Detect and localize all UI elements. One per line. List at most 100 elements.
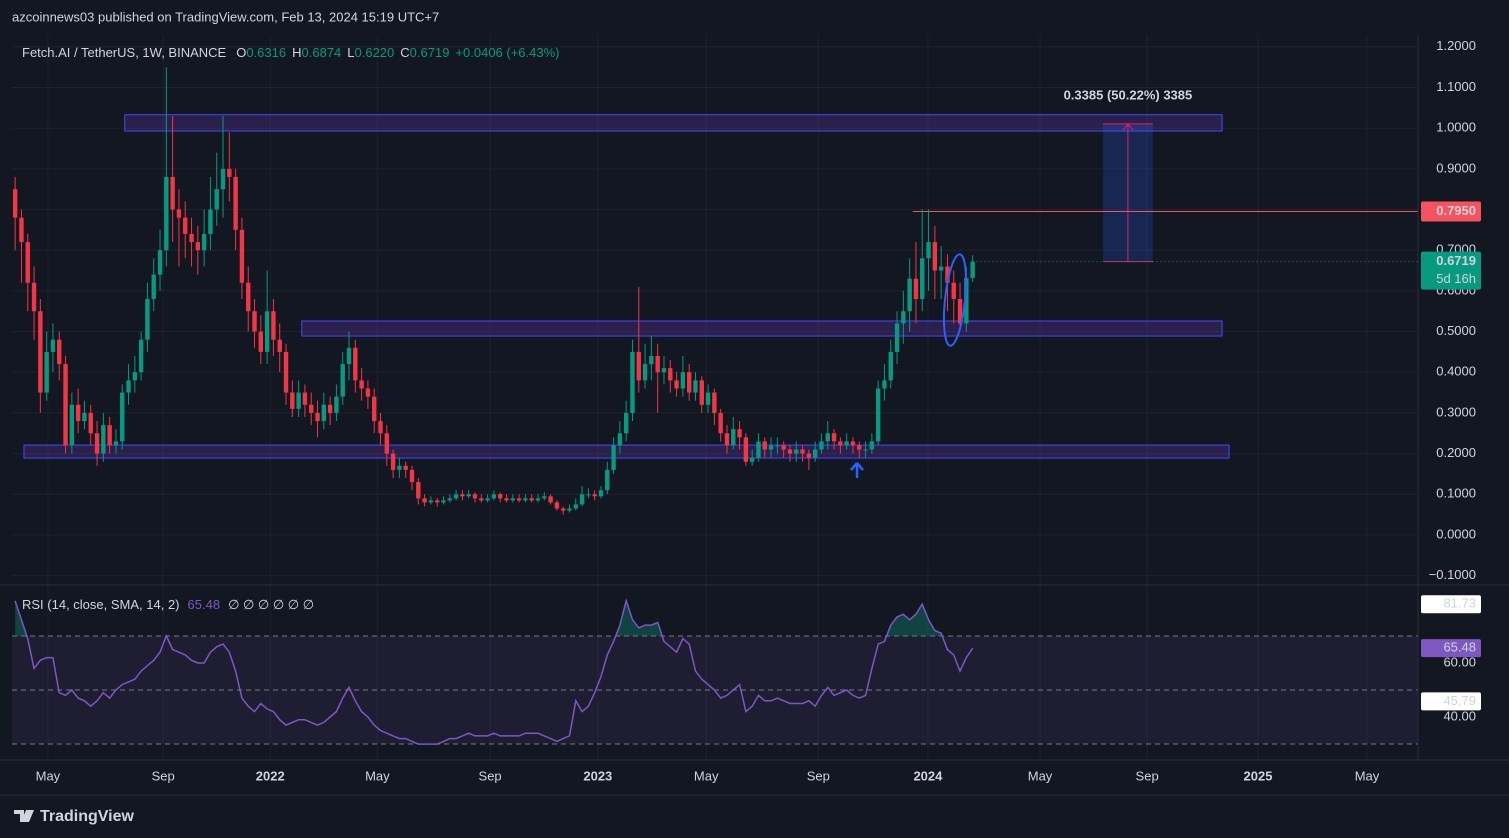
candle-body bbox=[737, 429, 742, 438]
candle-body bbox=[510, 498, 515, 501]
ohlc-value: 0.6719 bbox=[410, 45, 450, 60]
zone bbox=[301, 320, 1223, 337]
rsi-legend-extra: ∅ ∅ ∅ ∅ ∅ ∅ bbox=[228, 597, 314, 612]
rsi-marker-label: 81.73 bbox=[1443, 596, 1476, 611]
candle-body bbox=[668, 368, 673, 381]
x-tick-label: 2022 bbox=[256, 768, 285, 783]
candle-body bbox=[428, 500, 434, 503]
candle-body bbox=[157, 250, 163, 275]
y-tick-label: 0.1000 bbox=[1436, 486, 1476, 501]
candle-body bbox=[283, 351, 289, 393]
y-tick-label: 0.3000 bbox=[1436, 404, 1476, 419]
x-tick-label: 2025 bbox=[1244, 768, 1273, 783]
candle-body bbox=[453, 494, 459, 499]
candle-body bbox=[233, 176, 238, 230]
countdown: 5d 16h bbox=[1436, 271, 1476, 286]
candle-body bbox=[479, 498, 484, 501]
candle-body bbox=[227, 168, 232, 177]
candle-body bbox=[397, 465, 402, 470]
candle-body bbox=[290, 392, 295, 409]
x-tick-label: Sep bbox=[479, 768, 502, 783]
candle-body bbox=[964, 278, 969, 324]
candle-body bbox=[970, 261, 975, 279]
candle-body bbox=[504, 498, 509, 501]
publisher: azcoinnews03 published on TradingView.co… bbox=[12, 9, 439, 24]
candle-body bbox=[447, 498, 453, 501]
candle-body bbox=[302, 392, 308, 405]
candle-body bbox=[888, 351, 893, 381]
ohlc-key: C bbox=[400, 45, 409, 60]
rsi-marker-label: 45.79 bbox=[1443, 693, 1476, 708]
rsi-title: RSI (14, close, SMA, 14, 2) bbox=[22, 597, 180, 612]
candle-body bbox=[535, 498, 541, 501]
candle-body bbox=[82, 412, 87, 422]
candle-body bbox=[894, 323, 900, 352]
candle-body bbox=[277, 339, 282, 352]
candle-body bbox=[516, 498, 522, 501]
candle-body bbox=[195, 242, 201, 251]
rsi-last-bg bbox=[1421, 639, 1481, 658]
candle-body bbox=[932, 242, 938, 271]
candle-body bbox=[945, 266, 950, 283]
candle-body bbox=[63, 364, 68, 446]
candle-body bbox=[825, 433, 830, 442]
legend: Fetch.AI / TetherUS, 1W, BINANCE O0.6316 H… bbox=[22, 45, 560, 60]
candle-body bbox=[384, 433, 390, 454]
last-price-label-bg bbox=[1421, 251, 1481, 290]
candle-body bbox=[768, 445, 774, 450]
candle-body bbox=[617, 433, 623, 446]
candle-body bbox=[901, 311, 906, 324]
candle-body bbox=[850, 441, 856, 446]
candle-body bbox=[138, 339, 144, 373]
annotation-ellipse bbox=[942, 253, 968, 347]
candle-body bbox=[920, 258, 925, 300]
rsi-pane bbox=[12, 598, 1418, 745]
candle-body bbox=[838, 441, 843, 446]
candle-body bbox=[101, 425, 106, 454]
candle-body bbox=[605, 469, 610, 491]
zone bbox=[124, 114, 1223, 132]
candle-body bbox=[31, 282, 37, 312]
x-tick-label: Sep bbox=[807, 768, 830, 783]
candle-body bbox=[271, 311, 276, 340]
ohlc-value: 0.6874 bbox=[302, 45, 342, 60]
candle-body bbox=[705, 392, 711, 405]
candle-body bbox=[220, 168, 226, 190]
candle-body bbox=[25, 242, 30, 283]
candle-body bbox=[258, 331, 264, 352]
ohlc-key: H bbox=[292, 45, 301, 60]
candle-body bbox=[611, 445, 616, 470]
candle-body bbox=[567, 508, 572, 511]
candle-body bbox=[57, 339, 62, 365]
ohlc-value: 0.6220 bbox=[355, 45, 395, 60]
y-tick-label: 0.4000 bbox=[1436, 364, 1476, 379]
candle-body bbox=[372, 396, 377, 422]
candle-body bbox=[472, 494, 478, 499]
y-tick-label: 1.1000 bbox=[1436, 79, 1476, 94]
candle-body bbox=[699, 380, 704, 405]
candle-body bbox=[686, 372, 692, 393]
ohlc-key: L bbox=[347, 45, 354, 60]
candle-body bbox=[132, 372, 138, 381]
overlay: 1.20001.10001.00000.90000.80000.70000.60… bbox=[36, 38, 1481, 783]
candle-body bbox=[120, 392, 125, 442]
candle-body bbox=[857, 445, 862, 450]
candle-body bbox=[246, 282, 251, 312]
candle-body bbox=[201, 233, 207, 251]
candle-body bbox=[819, 441, 824, 450]
candle-body bbox=[775, 445, 780, 447]
candle-body bbox=[523, 498, 528, 501]
x-tick-label: 2024 bbox=[913, 768, 943, 783]
rsi-tick-label: 60.00 bbox=[1443, 654, 1476, 669]
rsi-legend-value: 65.48 bbox=[188, 597, 221, 612]
candle-body bbox=[491, 494, 497, 499]
candle-body bbox=[762, 441, 767, 450]
candle-body bbox=[403, 465, 408, 470]
candle-body bbox=[409, 469, 415, 483]
candle-body bbox=[787, 449, 793, 454]
candle-body bbox=[38, 311, 43, 393]
candle-body bbox=[636, 351, 641, 381]
candle-body bbox=[346, 347, 352, 365]
candle-body bbox=[321, 404, 327, 422]
candle-body bbox=[831, 433, 837, 442]
